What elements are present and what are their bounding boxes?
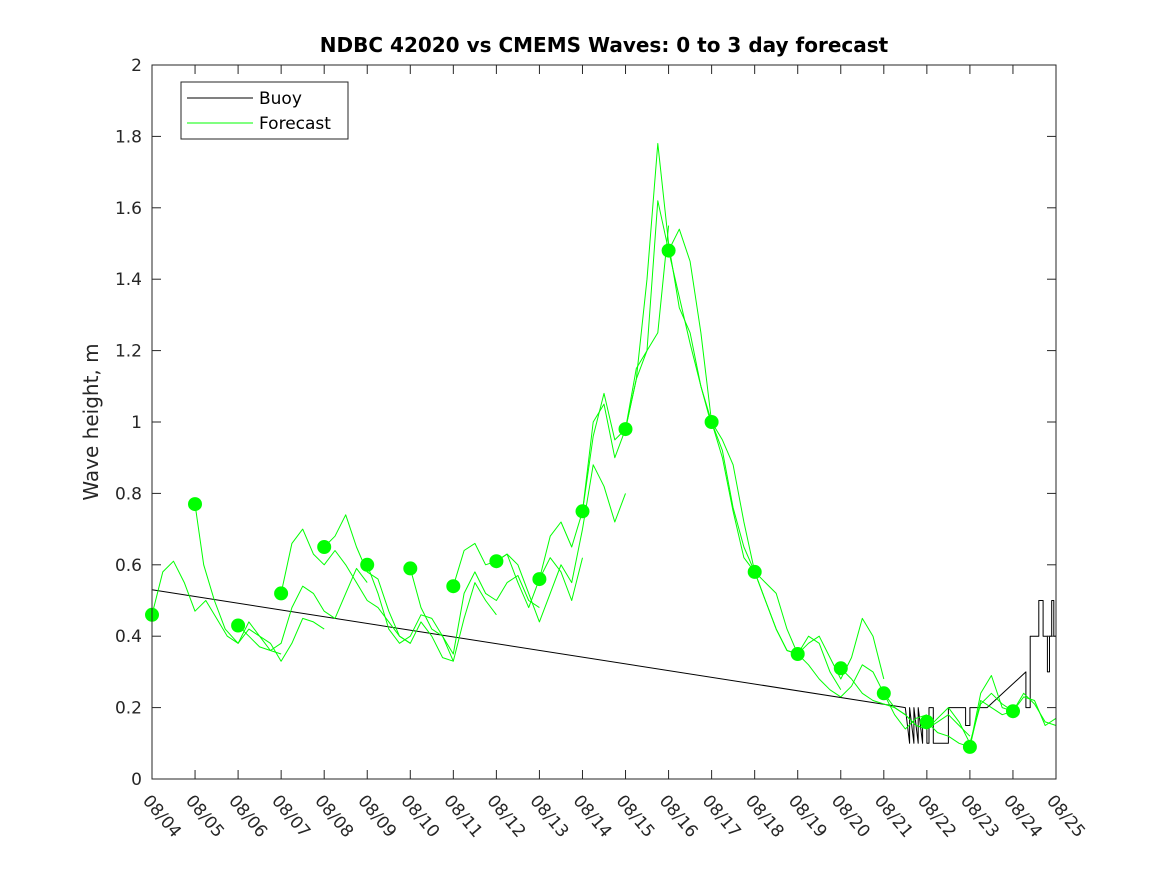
- y-axis-label: Wave height, m: [79, 343, 103, 500]
- forecast-marker-15: [790, 647, 805, 661]
- y-tick-label-10: 2: [131, 56, 142, 76]
- legend-box: [180, 81, 349, 140]
- y-tick-label-9: 1.8: [115, 127, 142, 147]
- forecast-marker-2: [231, 618, 246, 633]
- y-tick-label-2: 0.4: [115, 627, 142, 647]
- legend-forecast-label: Forecast: [259, 114, 331, 134]
- y-tick-label-6: 1.2: [115, 342, 142, 362]
- forecast-line-16: [797, 653, 928, 730]
- series-layer: [151, 143, 1057, 748]
- y-tick-label-1: 0.2: [115, 699, 142, 719]
- forecast-marker-12: [661, 243, 676, 258]
- forecast-line-19: [926, 675, 1057, 748]
- forecast-marker-3: [274, 586, 289, 601]
- forecast-line-12: [625, 143, 756, 573]
- forecast-marker-18: [919, 714, 934, 729]
- forecast-line-5: [323, 514, 454, 662]
- forecast-line-2: [194, 504, 325, 662]
- forecast-line-9: [496, 464, 626, 623]
- y-tick-label-0: 0: [131, 770, 142, 790]
- forecast-marker-10: [575, 504, 590, 519]
- forecast-marker-1: [188, 497, 202, 512]
- forecast-line-15: [754, 571, 885, 680]
- y-tick-label-7: 1.4: [115, 270, 142, 290]
- forecast-marker-7: [446, 579, 461, 594]
- forecast-line-7: [409, 568, 540, 655]
- plot-area: [152, 65, 1056, 779]
- forecast-line-4: [280, 528, 411, 644]
- chart-title: NDBC 42020 vs CMEMS Waves: 0 to 3 day fo…: [320, 33, 889, 57]
- forecast-marker-8: [489, 554, 504, 569]
- y-tick-label-8: 1.6: [115, 199, 142, 219]
- forecast-line-11: [582, 200, 713, 512]
- forecast-marker-16: [833, 661, 848, 676]
- legend-buoy-label: Buoy: [259, 89, 302, 109]
- forecast-line-18: [883, 692, 1014, 744]
- forecast-marker-5: [360, 557, 375, 572]
- forecast-marker-17: [876, 686, 891, 701]
- forecast-marker-19: [962, 739, 977, 754]
- forecast-marker-20: [1006, 704, 1020, 719]
- forecast-marker-9: [532, 572, 547, 587]
- forecast-marker-13: [704, 415, 719, 429]
- y-tick-label-3: 0.6: [115, 556, 142, 576]
- forecast-marker-11: [618, 422, 633, 437]
- y-tick-label-5: 1: [131, 413, 142, 433]
- forecast-marker-14: [747, 564, 762, 579]
- forecast-line-3: [237, 567, 368, 651]
- legend: Buoy Forecast: [180, 81, 349, 140]
- marker-layer: [145, 243, 1020, 754]
- forecast-marker-4: [317, 540, 332, 554]
- forecast-line-8: [452, 542, 583, 609]
- forecast-line-13: [668, 228, 799, 655]
- forecast-marker-6: [403, 561, 418, 576]
- y-tick-label-4: 0.8: [115, 484, 142, 504]
- buoy-line: [151, 589, 1057, 744]
- forecast-line-6: [366, 564, 497, 662]
